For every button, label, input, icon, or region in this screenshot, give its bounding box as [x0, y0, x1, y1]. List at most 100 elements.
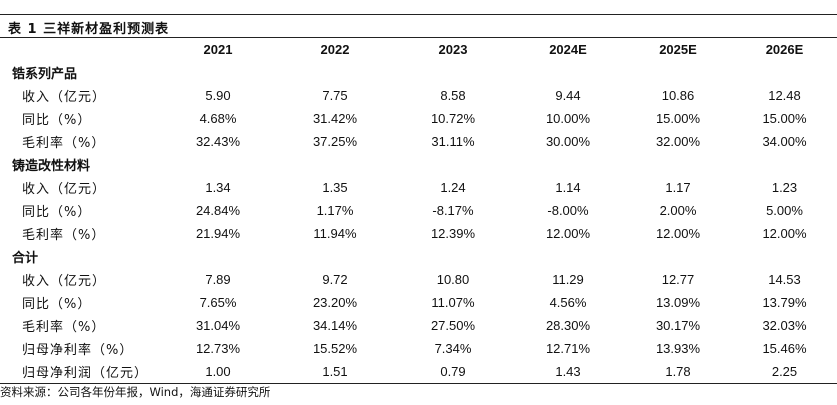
- table-title: 表 1 三祥新材盈利预测表: [8, 22, 170, 37]
- table-cell: 32.00%: [655, 134, 701, 149]
- table-row: 归母净利润（亿元） 1.00 1.51 0.79 1.43 1.78 2.25: [0, 360, 837, 384]
- table-cell: 9.72: [322, 272, 348, 287]
- section-heading: 锆系列产品: [12, 67, 78, 82]
- table-cell: 12.39%: [430, 226, 476, 241]
- table-row: 同比（%） 7.65% 23.20% 11.07% 4.56% 13.09% 13.79%: [0, 291, 837, 314]
- table-cell: 34.00%: [762, 134, 807, 149]
- table-row: 收入（亿元） 1.34 1.35 1.24 1.14 1.17 1.23: [0, 176, 837, 199]
- table-cell: 10.00%: [545, 111, 591, 126]
- table-cell: 23.20%: [312, 295, 358, 310]
- section-heading: 合计: [12, 251, 39, 266]
- header-corner: [0, 38, 160, 61]
- table-cell: 1.34: [205, 180, 231, 195]
- row-label: 同比（%）: [22, 113, 92, 128]
- table-cell: 15.46%: [762, 341, 807, 356]
- table-cell: 15.52%: [312, 341, 358, 356]
- section-row: 锆系列产品: [0, 61, 837, 84]
- table-row: 毛利率（%） 31.04% 34.14% 27.50% 28.30% 30.17% 32.0…: [0, 314, 837, 337]
- table-cell: 34.14%: [312, 318, 358, 333]
- row-label: 收入（亿元）: [22, 274, 107, 289]
- table-cell: 32.03%: [762, 318, 807, 333]
- table-cell: 12.00%: [545, 226, 591, 241]
- table-cell: 9.44: [555, 88, 581, 103]
- row-label: 收入（亿元）: [22, 90, 107, 105]
- table-cell: 31.04%: [195, 318, 241, 333]
- title-bar: 表 1 三祥新材盈利预测表: [0, 14, 837, 38]
- table-cell: 5.00%: [766, 203, 803, 218]
- table-cell: 1.24: [440, 180, 466, 195]
- table-row: 归母净利率（%） 12.73% 15.52% 7.34% 12.71% 13.93% 15.…: [0, 337, 837, 360]
- table-cell: 1.17%: [316, 203, 354, 218]
- source-note: 资料来源：公司各年份年报，Wind，海通证券研究所: [0, 385, 271, 399]
- table-row: 毛利率（%） 21.94% 11.94% 12.39% 12.00% 12.00% 12.0…: [0, 222, 837, 245]
- row-label: 毛利率（%）: [22, 320, 106, 335]
- table-row: 收入（亿元） 7.89 9.72 10.80 11.29 12.77 14.53: [0, 268, 837, 291]
- table-cell: 7.89: [205, 272, 231, 287]
- table-cell: 10.86: [661, 88, 695, 103]
- table-cell: 30.17%: [655, 318, 701, 333]
- table-cell: 1.78: [624, 360, 732, 384]
- col-header: 2024E: [549, 42, 587, 57]
- header-row: 2021 2022 2023 2024E 2025E 2026E: [0, 38, 837, 61]
- col-header: 2023: [438, 42, 468, 57]
- table-cell: 5.90: [205, 88, 231, 103]
- table-cell: 15.00%: [762, 111, 807, 126]
- table-cell: 10.80: [436, 272, 470, 287]
- table-cell: 4.56%: [549, 295, 587, 310]
- table-cell: 27.50%: [430, 318, 476, 333]
- table-cell: 0.79: [394, 360, 512, 384]
- table-row: 收入（亿元） 5.90 7.75 8.58 9.44 10.86 12.48: [0, 84, 837, 107]
- table-cell: 10.72%: [430, 111, 476, 126]
- table-cell: 13.79%: [762, 295, 807, 310]
- row-label: 收入（亿元）: [22, 182, 107, 197]
- table-body: 锆系列产品 收入（亿元） 5.90 7.75 8.58 9.44 10.86 12.48 同比（…: [0, 61, 837, 384]
- table-cell: 7.34%: [434, 341, 472, 356]
- table-cell: 2.25: [732, 360, 837, 384]
- section-row: 合计: [0, 245, 837, 268]
- table-cell: 31.11%: [431, 134, 475, 149]
- row-label: 归母净利润（亿元）: [0, 360, 160, 384]
- table-cell: 1.43: [512, 360, 624, 384]
- col-header: 2025E: [659, 42, 697, 57]
- row-label: 毛利率（%）: [22, 228, 106, 243]
- table-cell: 8.58: [440, 88, 466, 103]
- table-cell: -8.17%: [432, 203, 474, 218]
- table-row: 同比（%） 24.84% 1.17% -8.17% -8.00% 2.00% 5.00%: [0, 199, 837, 222]
- section-heading: 铸造改性材料: [12, 159, 91, 174]
- table-cell: 7.75: [322, 88, 348, 103]
- table-cell: 12.77: [661, 272, 695, 287]
- table-cell: 28.30%: [545, 318, 591, 333]
- table-cell: 11.07%: [431, 295, 475, 310]
- row-label: 归母净利率（%）: [22, 343, 134, 358]
- table-cell: 2.00%: [659, 203, 697, 218]
- table-cell: 21.94%: [195, 226, 241, 241]
- table-cell: 12.00%: [655, 226, 701, 241]
- table-cell: 30.00%: [545, 134, 591, 149]
- table-cell: 13.09%: [655, 295, 701, 310]
- table-cell: 37.25%: [312, 134, 358, 149]
- table-cell: 15.00%: [655, 111, 701, 126]
- row-label: 同比（%）: [22, 205, 92, 220]
- table-cell: 12.00%: [762, 226, 807, 241]
- table-cell: 1.23: [771, 180, 798, 195]
- section-row: 铸造改性材料: [0, 153, 837, 176]
- col-header: 2022: [320, 42, 350, 57]
- table-cell: -8.00%: [547, 203, 589, 218]
- col-header: 2021: [203, 42, 233, 57]
- table-cell: 31.42%: [312, 111, 358, 126]
- table-cell: 1.14: [555, 180, 581, 195]
- table-cell: 4.68%: [199, 111, 237, 126]
- table-row: 毛利率（%） 32.43% 37.25% 31.11% 30.00% 32.00% 34.0…: [0, 130, 837, 153]
- table-cell: 1.35: [322, 180, 348, 195]
- table-cell: 1.17: [665, 180, 691, 195]
- row-label: 毛利率（%）: [22, 136, 106, 151]
- table-cell: 12.71%: [545, 341, 591, 356]
- table-cell: 7.65%: [199, 295, 237, 310]
- table-cell: 1.51: [276, 360, 394, 384]
- row-label: 同比（%）: [22, 297, 92, 312]
- forecast-table: 2021 2022 2023 2024E 2025E 2026E 锆系列产品收入…: [0, 38, 837, 384]
- table-cell: 12.73%: [195, 341, 241, 356]
- table-cell: 11.29: [552, 272, 584, 287]
- table-cell: 1.00: [160, 360, 276, 384]
